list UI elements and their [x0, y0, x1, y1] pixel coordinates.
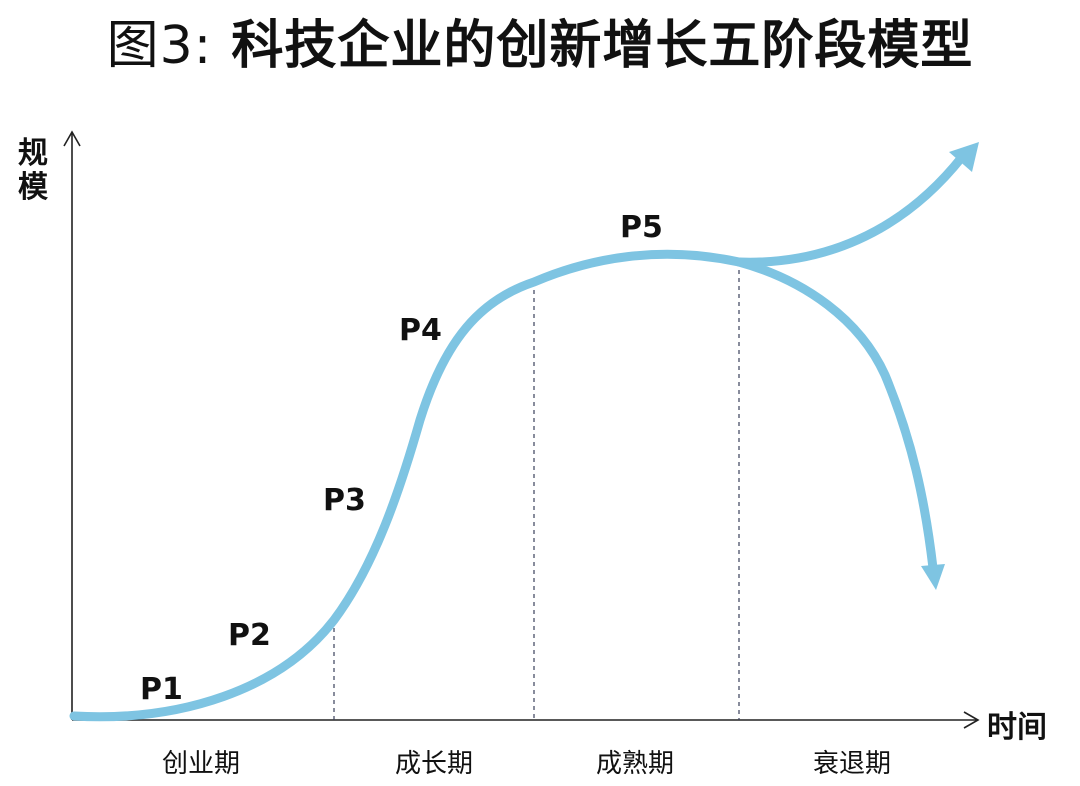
title-text: 科技企业的创新增长五阶段模型	[231, 16, 974, 76]
renewal-arrowhead	[949, 142, 979, 172]
stage-label-startup: 创业期	[162, 749, 240, 779]
y-axis-label-line1: 规	[18, 136, 48, 171]
axis-labels: 规 模 时间	[18, 136, 1047, 745]
point-label-p1: P1	[140, 672, 183, 707]
diagram-title: 图3: 科技企业的创新增长五阶段模型	[0, 10, 1080, 82]
stage-label-decline: 衰退期	[813, 749, 891, 779]
y-axis-arrow	[63, 130, 81, 147]
x-axis-arrow	[963, 711, 980, 729]
x-axis-label: 时间	[987, 710, 1047, 745]
title-prefix: 图3:	[106, 16, 213, 76]
stage-dividers	[333, 262, 740, 720]
point-label-p2: P2	[228, 618, 271, 653]
decline-curve	[734, 257, 938, 573]
decline-arrowhead	[921, 564, 945, 590]
main-growth-curve	[69, 249, 744, 722]
axes	[63, 130, 980, 729]
stage-label-maturity: 成熟期	[596, 749, 674, 779]
y-axis-label-line2: 模	[18, 170, 48, 205]
stage-labels: 创业期 成长期 成熟期 衰退期	[162, 749, 891, 779]
renewal-curve	[734, 152, 967, 267]
point-label-p3: P3	[323, 483, 366, 518]
stage-label-growth: 成长期	[395, 749, 473, 779]
point-labels: P1 P2 P3 P4 P5	[140, 210, 663, 707]
point-label-p4: P4	[399, 313, 442, 348]
point-label-p5: P5	[620, 210, 663, 245]
growth-curves	[69, 142, 979, 722]
